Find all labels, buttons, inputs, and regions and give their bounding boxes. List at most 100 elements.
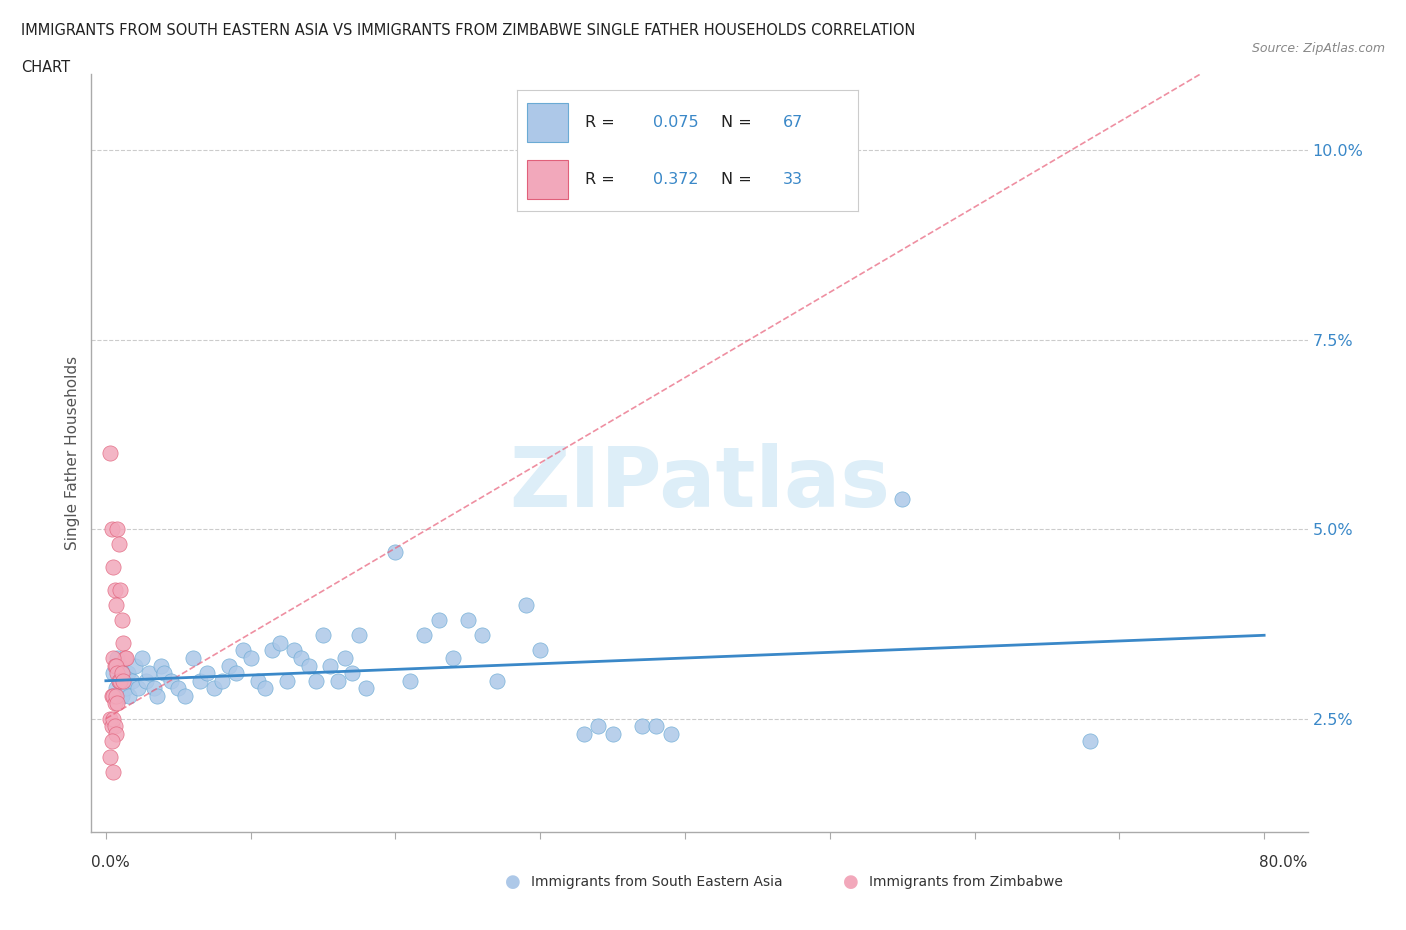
Point [114,673,136,688]
Point [276,673,298,688]
Point [246,673,269,688]
Point [108,537,131,551]
Text: Source: ZipAtlas.com: Source: ZipAtlas.com [1251,42,1385,55]
Point [349,628,371,643]
Text: 0.0%: 0.0% [91,855,131,870]
Point [115,681,138,696]
Point [659,726,682,741]
Point [124,658,146,673]
Point [135,673,157,688]
Point [98,446,121,461]
Point [111,666,134,681]
Point [160,673,183,688]
Point [630,719,652,734]
Point [586,719,609,734]
Point [121,673,143,688]
Point [145,688,167,703]
Point [117,666,139,681]
Point [262,643,284,658]
Text: ●: ● [505,872,522,891]
Point [103,582,125,597]
Point [290,651,312,666]
Point [356,681,378,696]
Point [427,613,450,628]
Point [103,719,125,734]
Point [112,666,135,681]
Point [110,658,132,673]
Point [107,696,129,711]
Point [100,522,122,537]
Point [131,651,153,666]
Point [108,673,131,688]
Point [105,726,128,741]
Point [118,688,141,703]
Point [138,666,160,681]
Point [103,696,125,711]
Point [312,628,335,643]
Point [107,651,129,666]
Point [1080,734,1102,749]
Point [225,666,247,681]
Point [127,681,149,696]
Text: IMMIGRANTS FROM SOUTH EASTERN ASIA VS IMMIGRANTS FROM ZIMBABWE SINGLE FATHER HOU: IMMIGRANTS FROM SOUTH EASTERN ASIA VS IM… [21,23,915,38]
Point [232,643,254,658]
Point [384,544,406,559]
Point [297,658,319,673]
Point [340,666,363,681]
Point [283,643,305,658]
Point [167,681,190,696]
Text: Immigrants from Zimbabwe: Immigrants from Zimbabwe [869,874,1063,889]
Point [485,673,508,688]
Point [399,673,422,688]
Point [204,681,226,696]
Point [602,726,624,741]
Point [413,628,436,643]
Point [326,673,349,688]
Point [112,635,135,650]
Point [98,711,121,726]
Point [112,673,135,688]
Point [254,681,277,696]
Point [515,598,537,613]
Point [319,658,342,673]
Point [100,688,122,703]
Point [181,651,204,666]
Point [645,719,668,734]
Point [101,666,124,681]
Point [110,582,132,597]
Text: ●: ● [842,872,859,891]
Point [107,666,129,681]
Point [195,666,218,681]
Point [269,635,291,650]
Point [110,673,132,688]
Point [100,719,122,734]
Point [114,651,136,666]
Point [218,658,240,673]
Point [115,651,138,666]
Point [105,681,128,696]
Point [188,673,211,688]
Point [572,726,595,741]
Point [101,764,124,779]
Point [305,673,328,688]
Point [111,688,134,703]
Point [98,750,121,764]
Point [441,651,464,666]
Point [529,643,551,658]
Point [105,688,128,703]
Point [101,651,124,666]
Point [101,560,124,575]
Point [211,673,233,688]
Y-axis label: Single Father Households: Single Father Households [65,356,80,551]
Point [333,651,356,666]
Point [111,613,134,628]
Point [239,651,262,666]
Point [100,734,122,749]
Point [105,658,128,673]
Text: CHART: CHART [21,60,70,75]
Text: ZIPatlas: ZIPatlas [509,444,890,525]
Text: 80.0%: 80.0% [1260,855,1308,870]
Point [174,688,197,703]
Point [457,613,479,628]
Text: Immigrants from South Eastern Asia: Immigrants from South Eastern Asia [531,874,783,889]
